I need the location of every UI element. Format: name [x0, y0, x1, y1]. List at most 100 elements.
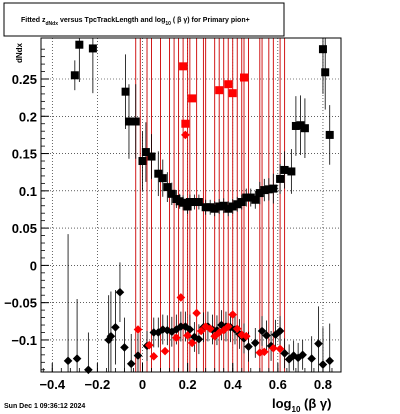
black-square-point	[228, 202, 237, 211]
black-square-point	[88, 44, 97, 53]
red-diamond-point	[192, 308, 201, 318]
black-square-point	[287, 167, 296, 176]
black-square-point	[251, 195, 260, 204]
black-diamond-point	[280, 349, 289, 358]
red-square-point	[240, 73, 249, 82]
red-diamond-point	[205, 324, 215, 334]
y-tick-label: −0.1	[11, 333, 37, 348]
black-square-point	[190, 198, 199, 207]
red-diamond-point	[160, 346, 170, 356]
black-square-point	[206, 203, 215, 212]
black-square-point	[237, 198, 246, 207]
red-diamond-point	[181, 130, 190, 140]
black-diamond-point	[106, 331, 116, 341]
black-square-point	[141, 148, 150, 157]
black-square-point	[269, 184, 278, 193]
y-tick-label: 0.1	[19, 184, 37, 199]
black-diamond-point	[72, 354, 82, 363]
red-square-point	[215, 86, 224, 95]
black-square-point	[163, 183, 172, 192]
black-square-point	[219, 201, 228, 210]
black-square-point	[233, 200, 242, 209]
red-square-point	[228, 89, 237, 98]
black-square-point	[325, 130, 334, 139]
axes: −0.1 −0.05 0 0.05 0.1 0.15 0.2 0.25 −0.4 −0.2 0 0.2…	[4, 48, 333, 392]
black-diamond-point	[181, 322, 190, 331]
black-diamond-point	[158, 325, 168, 334]
x-tick-label: 0	[139, 377, 146, 392]
black-diamond-point	[63, 356, 73, 366]
black-diamond-point	[217, 320, 226, 330]
x-tick-label: 0.6	[269, 377, 287, 392]
red-diamond-point	[183, 331, 192, 340]
black-diamond-point	[262, 331, 271, 340]
y-tick-label: 0	[30, 258, 37, 273]
black-square-point	[242, 193, 251, 202]
black-diamond-point	[244, 342, 253, 351]
red-diamond-point	[196, 326, 206, 336]
black-square-point	[321, 68, 330, 77]
x-tick-label: −0.4	[39, 377, 65, 392]
black-square-point	[246, 193, 255, 202]
black-square-point	[264, 185, 273, 194]
black-diamond-point	[167, 327, 177, 337]
red-diamond-point	[176, 293, 186, 302]
red-square-point	[181, 119, 190, 128]
red-square-point	[188, 94, 197, 103]
red-diamond-point	[172, 333, 181, 343]
y-tick-label: −0.05	[4, 296, 37, 311]
timestamp: Sun Dec 1 09:36:12 2024	[4, 403, 85, 410]
red-diamond-point	[241, 331, 251, 341]
black-square-point	[280, 165, 289, 174]
red-diamond-point	[223, 322, 233, 331]
black-diamond-point	[239, 334, 249, 343]
black-square-point	[260, 186, 269, 195]
red-diamond-point	[133, 325, 143, 334]
y-tick-label: 0.15	[12, 147, 37, 162]
black-square-point	[300, 124, 309, 133]
black-square-point	[121, 87, 130, 96]
black-square-point	[75, 40, 84, 49]
black-square-point	[183, 202, 192, 211]
plot-area: −0.1 −0.05 0 0.05 0.1 0.15 0.2 0.25 −0.4 −0.2 0 0.2…	[4, 37, 342, 392]
black-square-point	[179, 198, 188, 207]
black-square-point	[138, 157, 147, 166]
chart-title: Fitted zdNdx versus TpcTrackLength and l…	[21, 17, 250, 27]
black-diamond-point	[194, 334, 204, 344]
black-diamond-point	[314, 339, 323, 348]
black-diamond-point	[250, 338, 260, 348]
red-diamond-point	[228, 310, 238, 319]
y-axis-title: dNdx	[15, 42, 24, 63]
x-tick-label: 0.8	[314, 377, 332, 392]
plot-frame	[40, 37, 342, 373]
black-diamond-point	[133, 351, 143, 360]
black-square-point	[291, 121, 300, 130]
x-tick-label: −0.2	[85, 377, 111, 392]
red-diamond-point	[237, 330, 247, 340]
black-square-point	[224, 204, 233, 213]
black-square-point	[215, 202, 224, 211]
black-diamond-point	[307, 354, 316, 363]
black-square-point	[154, 169, 163, 178]
black-diamond-point	[111, 322, 120, 332]
red-diamond-point	[149, 352, 159, 361]
red-diamond-point	[201, 322, 210, 331]
black-diamond-point	[298, 350, 307, 360]
black-diamond-point	[149, 328, 159, 337]
black-square-point	[147, 152, 156, 161]
black-diamond-point	[275, 326, 285, 336]
red-square-point	[179, 62, 188, 71]
black-square-point	[201, 203, 210, 212]
black-square-point	[70, 71, 79, 80]
black-diamond-point	[126, 359, 136, 369]
black-diamond-point	[176, 322, 186, 331]
black-diamond-point	[115, 287, 125, 297]
black-diamond-point	[284, 355, 294, 364]
data-markers	[63, 40, 335, 375]
black-square-point	[167, 189, 176, 198]
red-square-point	[224, 80, 233, 89]
black-diamond-point	[271, 330, 280, 340]
red-diamond-point	[144, 340, 154, 350]
red-diamond-point	[260, 347, 269, 357]
